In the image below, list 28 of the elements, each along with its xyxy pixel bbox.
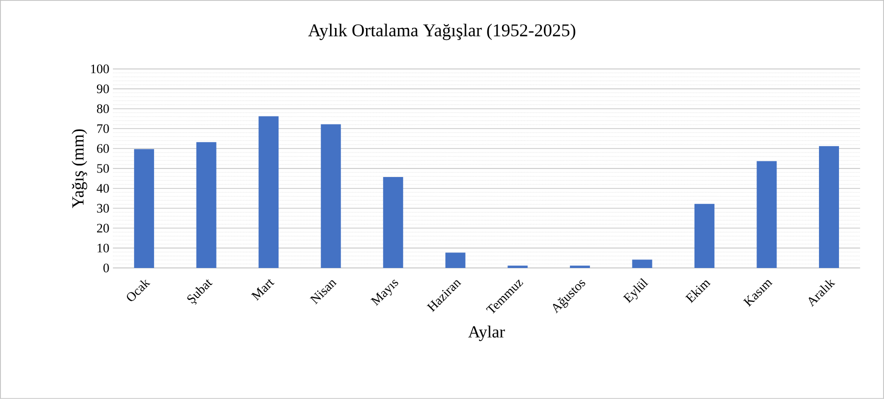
bar: [196, 142, 216, 268]
y-tick-label: 60: [97, 144, 109, 153]
bar: [632, 260, 652, 268]
bar: [134, 149, 154, 268]
bar: [818, 146, 839, 268]
y-tick-label: 90: [96, 84, 109, 94]
y-axis-title: Yağış (mm): [72, 129, 88, 208]
bar: [694, 204, 714, 268]
bar: [508, 266, 528, 268]
x-tick-label: Ocak: [126, 280, 150, 302]
y-tick-label: 40: [96, 184, 109, 193]
y-tick-label: 20: [97, 224, 109, 233]
y-tick-label: 80: [96, 104, 109, 114]
x-tick-label: Mart: [251, 279, 274, 301]
bar: [570, 266, 590, 268]
y-tick-label: 50: [97, 164, 109, 173]
y-tick-label: 30: [97, 204, 109, 213]
bar: [383, 177, 404, 268]
y-tick-label: 10: [98, 244, 109, 252]
y-tick-label: 70: [97, 124, 109, 134]
bar: [756, 161, 777, 268]
bar: [258, 116, 279, 268]
x-axis-title: Aylar: [468, 326, 505, 342]
y-tick-label: 0: [103, 264, 109, 272]
y-tick-label: 100: [91, 64, 109, 74]
bar: [320, 124, 341, 268]
chart-title: Aylık Ortalama Yağışlar (1952-2025): [308, 24, 576, 40]
bar: [445, 252, 466, 268]
